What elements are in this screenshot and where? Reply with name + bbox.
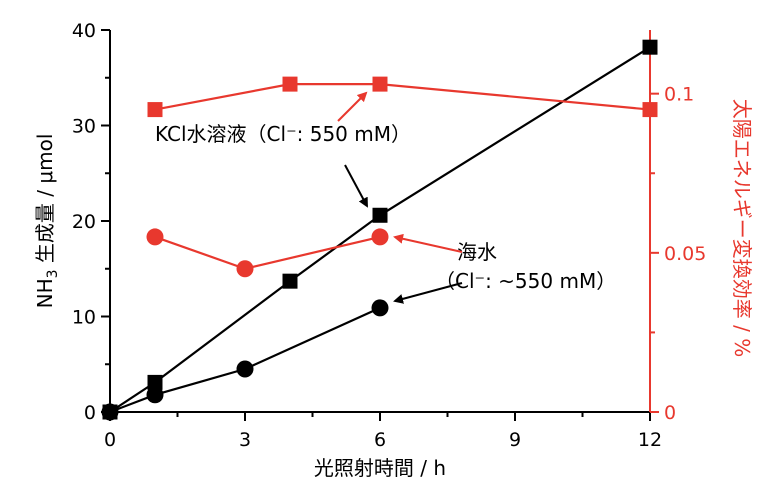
series-line xyxy=(109,306,381,414)
x-tick-label: 0 xyxy=(104,429,116,451)
y-axis-title-left: NH3 生成量 / μmol xyxy=(33,134,61,309)
data-point-square xyxy=(372,76,388,92)
data-point-square xyxy=(147,102,163,118)
annotation-seawater-line2: （Cl⁻: ~550 mM） xyxy=(435,269,616,293)
data-point-circle xyxy=(146,386,164,404)
series-line xyxy=(154,83,651,111)
data-point-square xyxy=(642,39,658,55)
x-tick-label: 6 xyxy=(374,429,386,451)
y-axis-title-left-sub: 3 xyxy=(45,269,61,278)
x-tick-label: 3 xyxy=(239,429,251,451)
x-axis-title: 光照射時間 / h xyxy=(314,456,446,480)
data-point-square xyxy=(147,374,163,390)
y-right-tick-label: 0.1 xyxy=(664,84,694,106)
data-point-circle xyxy=(146,228,164,246)
series-line xyxy=(154,235,381,270)
y-left-tick-label: 10 xyxy=(72,307,96,329)
seawater-arrow-red xyxy=(393,233,463,253)
series-markers xyxy=(101,39,658,421)
data-point-square xyxy=(642,102,658,118)
data-point-square xyxy=(282,273,298,289)
kcl-arrow-red xyxy=(337,91,368,122)
y-axis-title-left-main: NH xyxy=(33,278,57,308)
data-point-circle xyxy=(371,299,389,317)
data-point-square xyxy=(372,207,388,223)
y-axis-title-left-rest: 生成量 / μmol xyxy=(33,134,57,270)
annotation-kcl: KCl水溶液（Cl⁻: 550 mM） xyxy=(155,122,411,146)
annotation-seawater-line1: 海水 xyxy=(457,240,497,264)
y-left-tick-label: 0 xyxy=(84,402,96,424)
y-right-tick-label: 0 xyxy=(664,402,676,424)
data-point-circle xyxy=(101,403,119,421)
kcl-arrow-black xyxy=(344,164,368,208)
x-tick-label: 9 xyxy=(509,429,521,451)
data-point-circle xyxy=(371,228,389,246)
y-left-tick-label: 20 xyxy=(72,211,96,233)
data-point-circle xyxy=(236,360,254,378)
y-left-tick-label: 30 xyxy=(72,116,96,138)
x-tick-label: 12 xyxy=(638,429,662,451)
y-right-tick-label: 0.05 xyxy=(664,243,706,265)
data-point-circle xyxy=(236,260,254,278)
y-left-tick-label: 40 xyxy=(72,20,96,42)
data-point-square xyxy=(282,76,298,92)
y-axis-title-right: 太陽エネルギー変換効率 / % xyxy=(730,99,754,357)
seawater-arrow-black xyxy=(393,282,463,304)
